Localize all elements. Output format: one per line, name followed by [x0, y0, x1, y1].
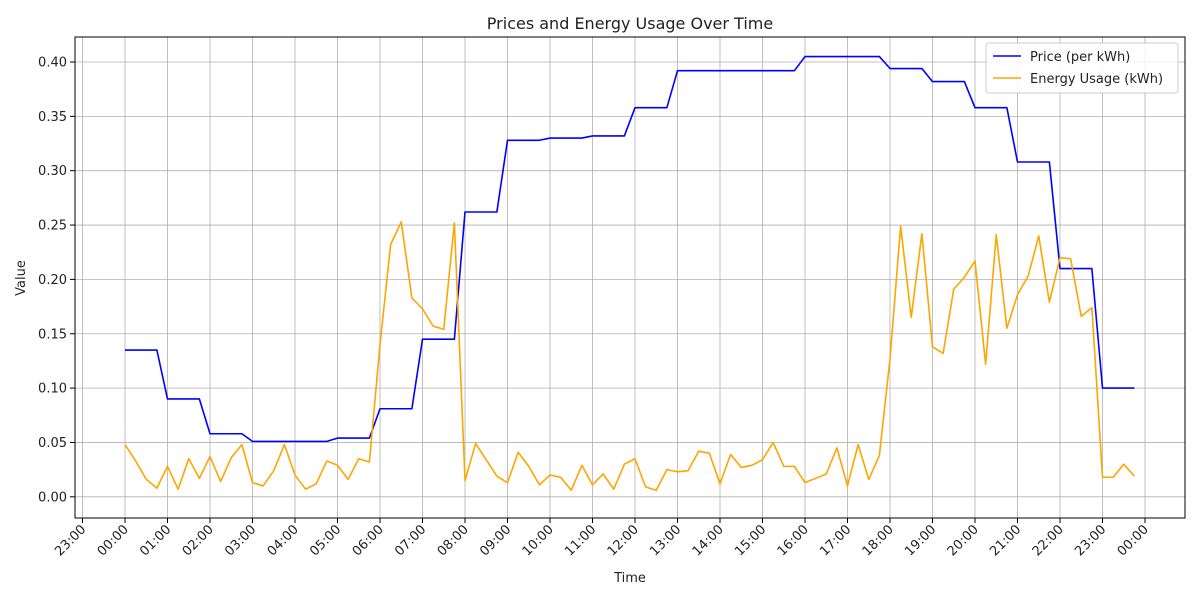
y-tick-label: 0.25: [38, 219, 67, 234]
y-tick-label: 0.00: [38, 490, 67, 505]
y-tick-label: 0.35: [38, 110, 67, 125]
y-tick-label: 0.40: [38, 56, 67, 71]
legend: Price (per kWh) Energy Usage (kWh): [985, 42, 1179, 94]
y-tick-label: 0.05: [38, 436, 67, 451]
legend-box: [985, 42, 1179, 94]
legend-label-energy-usage: Energy Usage (kWh): [1030, 72, 1163, 87]
series-lines: [124, 55, 1135, 492]
plot-frame: [74, 36, 1186, 519]
legend-label-price: Price (per kWh): [1030, 50, 1130, 65]
y-axis-label: Value: [14, 260, 29, 296]
chart-title: Prices and Energy Usage Over Time: [487, 14, 773, 33]
energy-usage-series-line: [124, 220, 1135, 492]
y-tick-label: 0.20: [38, 273, 67, 288]
y-tick-label: 0.15: [38, 327, 67, 342]
y-tick-label: 0.30: [38, 164, 67, 179]
y-tick-label: 0.10: [38, 382, 67, 397]
price-series-line: [125, 55, 1135, 443]
x-axis-label: Time: [613, 571, 646, 586]
y-axis-ticks: 0.00 0.05 0.10 0.15 0.20 0.25 0.30 0.35 0.40: [38, 56, 75, 505]
